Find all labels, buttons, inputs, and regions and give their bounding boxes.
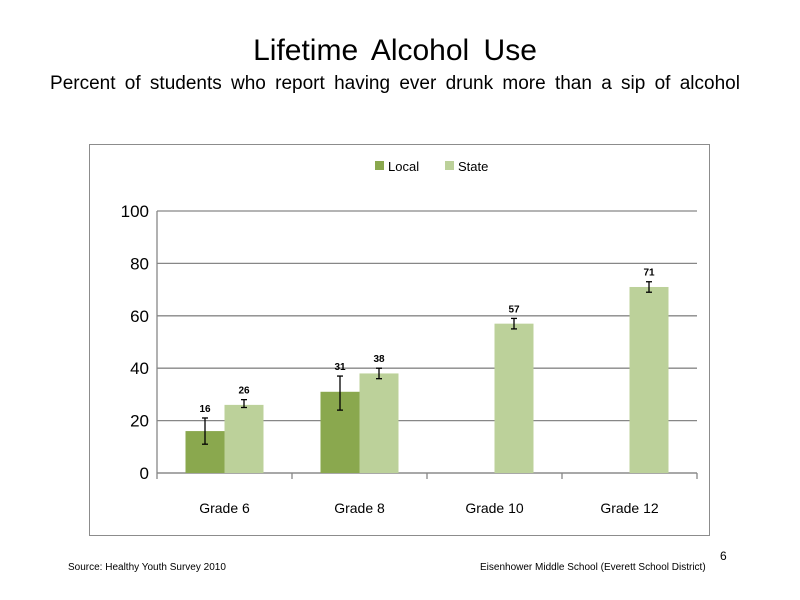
bar xyxy=(359,373,399,473)
source-note: Source: Healthy Youth Survey 2010 xyxy=(68,562,226,573)
category-label: Grade 10 xyxy=(465,500,524,516)
category-label: Grade 12 xyxy=(600,500,659,516)
chart-frame: 0 20 40 60 80 100 16 26 Grade 6 31 38 Grade 8 57 Grad… xyxy=(89,144,710,536)
data-label: 57 xyxy=(508,304,520,315)
y-tick-label: 20 xyxy=(130,412,149,431)
school-name: Eisenhower Middle School (Everett School… xyxy=(480,562,706,573)
slide-subtitle: Percent of students who report having ev… xyxy=(50,73,740,94)
legend-swatch xyxy=(375,161,384,170)
legend-swatch xyxy=(445,161,454,170)
data-label: 71 xyxy=(643,268,655,279)
category-label: Grade 8 xyxy=(334,500,385,516)
data-label: 38 xyxy=(373,354,385,365)
bar-chart: 0 20 40 60 80 100 16 26 Grade 6 31 38 Grade 8 57 Grad… xyxy=(121,159,698,516)
data-label: 31 xyxy=(334,362,346,373)
data-label: 16 xyxy=(199,404,211,415)
bar xyxy=(224,404,264,473)
y-tick-label: 80 xyxy=(130,254,149,273)
category-label: Grade 6 xyxy=(199,500,250,516)
bar xyxy=(629,286,669,473)
y-tick-label: 40 xyxy=(130,359,149,378)
page-number: 6 xyxy=(720,549,727,563)
data-label: 26 xyxy=(238,386,250,397)
slide-title: Lifetime Alcohol Use xyxy=(253,34,537,67)
legend-label: Local xyxy=(388,159,419,174)
legend-label: State xyxy=(458,159,488,174)
bar xyxy=(494,323,534,473)
y-tick-label: 100 xyxy=(121,202,149,221)
y-tick-label: 0 xyxy=(140,464,149,483)
y-tick-label: 60 xyxy=(130,307,149,326)
